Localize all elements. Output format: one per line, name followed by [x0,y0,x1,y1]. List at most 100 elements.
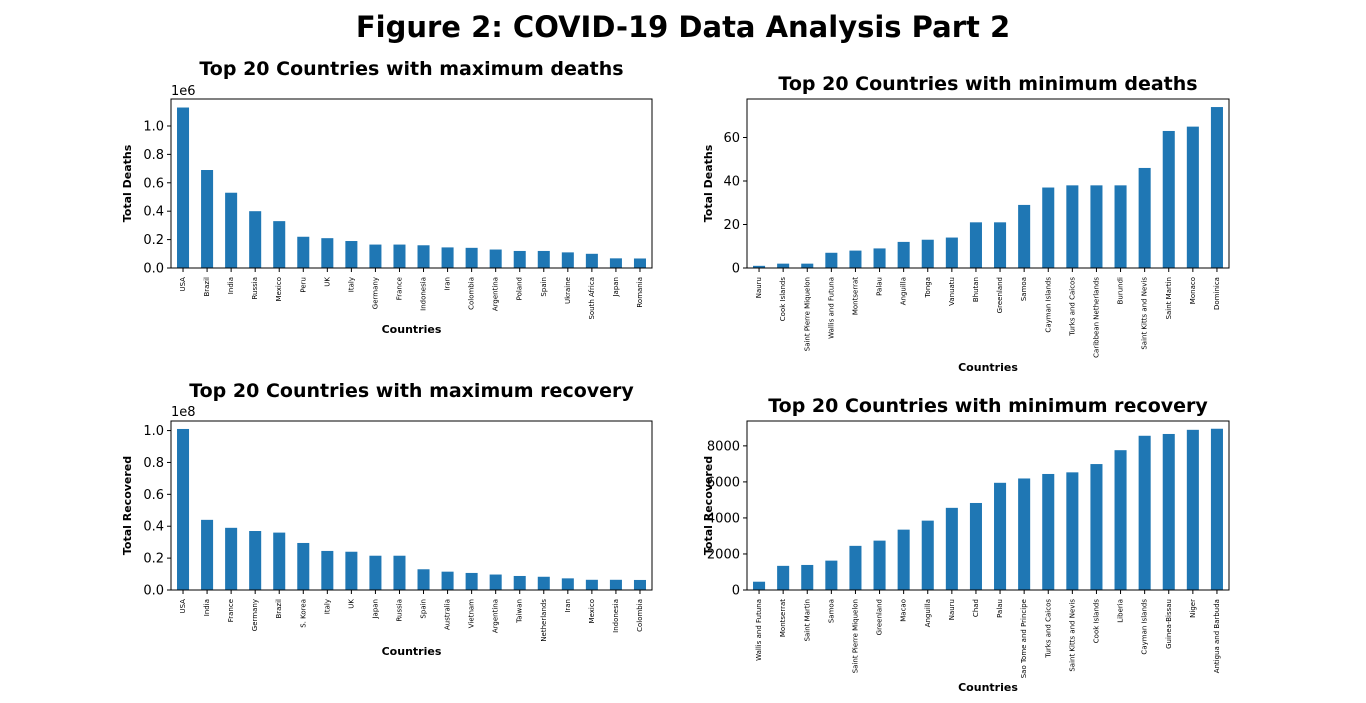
x-tick-label-germany: Germany [251,599,259,631]
bar-samoa [825,560,838,590]
x-tick-label-france: France [227,599,235,622]
bar-cook-islands [777,263,790,268]
bar-sao-tome-and-principe [1018,478,1031,590]
chart-max-deaths: Top 20 Countries with maximum deaths 0.0 0… [121,58,653,336]
bar-germany [249,531,262,590]
bar-turks-and-caicos [1066,185,1079,268]
x-tick-label-greenland: Greenland [996,277,1004,313]
y-tick-label: 2000 [707,547,740,562]
bar-colombia [633,579,646,590]
x-tick-label-wallis-and-futuna: Wallis and Futuna [827,277,835,339]
x-tick-label-chad: Chad [972,599,980,617]
x-tick-label-saint-kitts-and-nevis: Saint Kitts and Nevis [1068,599,1076,672]
x-tick-label-poland: Poland [516,277,524,300]
x-tick-label-tonga: Tonga [924,277,932,299]
x-tick-label-anguilla: Anguilla [900,277,908,305]
bar-spain [537,250,550,268]
bar-saint-martin [1162,130,1175,268]
x-tick-label-cook-islands: Cook Islands [779,277,787,322]
bar-argentina [489,574,502,590]
bar-netherlands [537,576,550,590]
x-tick-label-india: India [203,599,211,616]
x-tick-label-usa: USA [179,599,187,614]
y-offset-label: 1e8 [171,405,196,420]
y-tick-label: 1.0 [143,119,164,134]
x-tick-label-samoa: Samoa [827,599,835,623]
bar-usa [177,428,190,590]
bar-indonesia [609,579,622,590]
bar-montserrat [849,250,862,268]
x-tick-label-turks-and-caicos: Turks and Caicos [1044,599,1052,659]
bar-mexico [585,579,598,590]
bar-russia [249,211,262,268]
bar-samoa [1018,204,1031,268]
x-tick-label-s-korea: S. Korea [299,599,307,628]
x-tick-label-brazil: Brazil [203,277,211,297]
x-tick-label-bhutan: Bhutan [972,277,980,302]
bar-cayman-islands [1138,435,1151,590]
x-tick-label-caribbean-netherlands: Caribbean Netherlands [1092,277,1100,358]
x-tick-label-spain: Spain [420,599,428,619]
y-tick-label: 0.0 [143,584,164,599]
bar-palau [994,482,1007,590]
bar-usa [177,107,190,268]
x-tick-label-mexico: Mexico [275,277,283,301]
chart-max-recovery: Top 20 Countries with maximum recovery 0.… [121,380,653,658]
x-tick-label-cayman-islands: Cayman Islands [1141,599,1149,655]
x-tick-label-indonesia: Indonesia [612,599,620,633]
y-tick-label: 0.8 [143,456,164,471]
bar-nauru [945,507,958,590]
x-tick-label-nauru: Nauru [948,599,956,620]
x-tick-label-macao: Macao [900,599,908,622]
bar-saint-kitts-and-nevis [1066,472,1079,590]
x-tick-label-vietnam: Vietnam [468,599,476,628]
x-tick-label-montserrat: Montserrat [851,277,859,315]
bar-romania [633,258,646,268]
y-tick-label: 0 [732,584,740,599]
x-tick-label-montserrat: Montserrat [779,599,787,637]
bar-germany [369,244,382,268]
x-tick-label-saint-kitts-and-nevis: Saint Kitts and Nevis [1141,277,1149,350]
y-tick-label: 0 [732,262,740,277]
bar-anguilla [897,241,910,268]
x-tick-label-palau: Palau [876,277,884,296]
figure-title: Figure 2: COVID-19 Data Analysis Part 2 [356,10,1010,44]
bar-uk [345,551,358,590]
x-tick-label-japan: Japan [371,599,379,620]
x-tick-label-iran: Iran [564,599,572,613]
x-tick-label-antigua-and-barbuda: Antigua and Barbuda [1213,599,1221,673]
x-tick-label-liberia: Liberia [1117,599,1125,623]
x-tick-label-cayman-islands: Cayman Islands [1044,277,1052,333]
y-tick-label: 0.4 [143,520,164,535]
x-tick-label-peru: Peru [299,277,307,293]
bar-vietnam [465,572,478,590]
x-tick-label-argentina: Argentina [492,277,500,311]
y-tick-label: 0.0 [143,262,164,277]
x-tick-label-uk: UK [347,599,355,609]
bar-france [225,527,238,590]
bar-japan [609,258,622,268]
x-tick-label-usa: USA [179,277,187,292]
x-tick-label-samoa: Samoa [1020,277,1028,301]
bar-nauru [753,265,766,268]
x-axis-label: Countries [958,681,1018,694]
x-tick-label-uk: UK [323,277,331,287]
bar-cayman-islands [1042,187,1055,268]
x-tick-label-indonesia: Indonesia [420,277,428,311]
bar-greenland [873,540,886,590]
x-tick-label-italy: Italy [347,277,355,292]
bar-uk [321,238,334,268]
x-axis-label: Countries [958,361,1018,374]
bar-antigua-and-barbuda [1210,428,1223,590]
bar-taiwan [513,575,526,590]
bar-chad [969,502,982,590]
chart-title-max-deaths: Top 20 Countries with maximum deaths [199,58,623,80]
bar-wallis-and-futuna [825,252,838,268]
x-tick-label-saint-martin: Saint Martin [1165,277,1173,319]
x-tick-label-niger: Niger [1189,599,1197,618]
bar-iran [441,247,454,268]
bar-turks-and-caicos [1042,473,1055,590]
x-tick-label-argentina: Argentina [492,599,500,633]
x-tick-label-south-africa: South Africa [588,277,596,320]
